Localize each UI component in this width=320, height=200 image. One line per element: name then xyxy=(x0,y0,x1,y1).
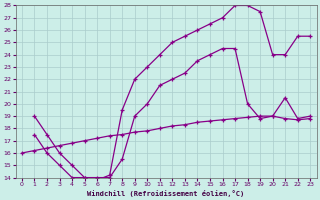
X-axis label: Windchill (Refroidissement éolien,°C): Windchill (Refroidissement éolien,°C) xyxy=(87,190,245,197)
